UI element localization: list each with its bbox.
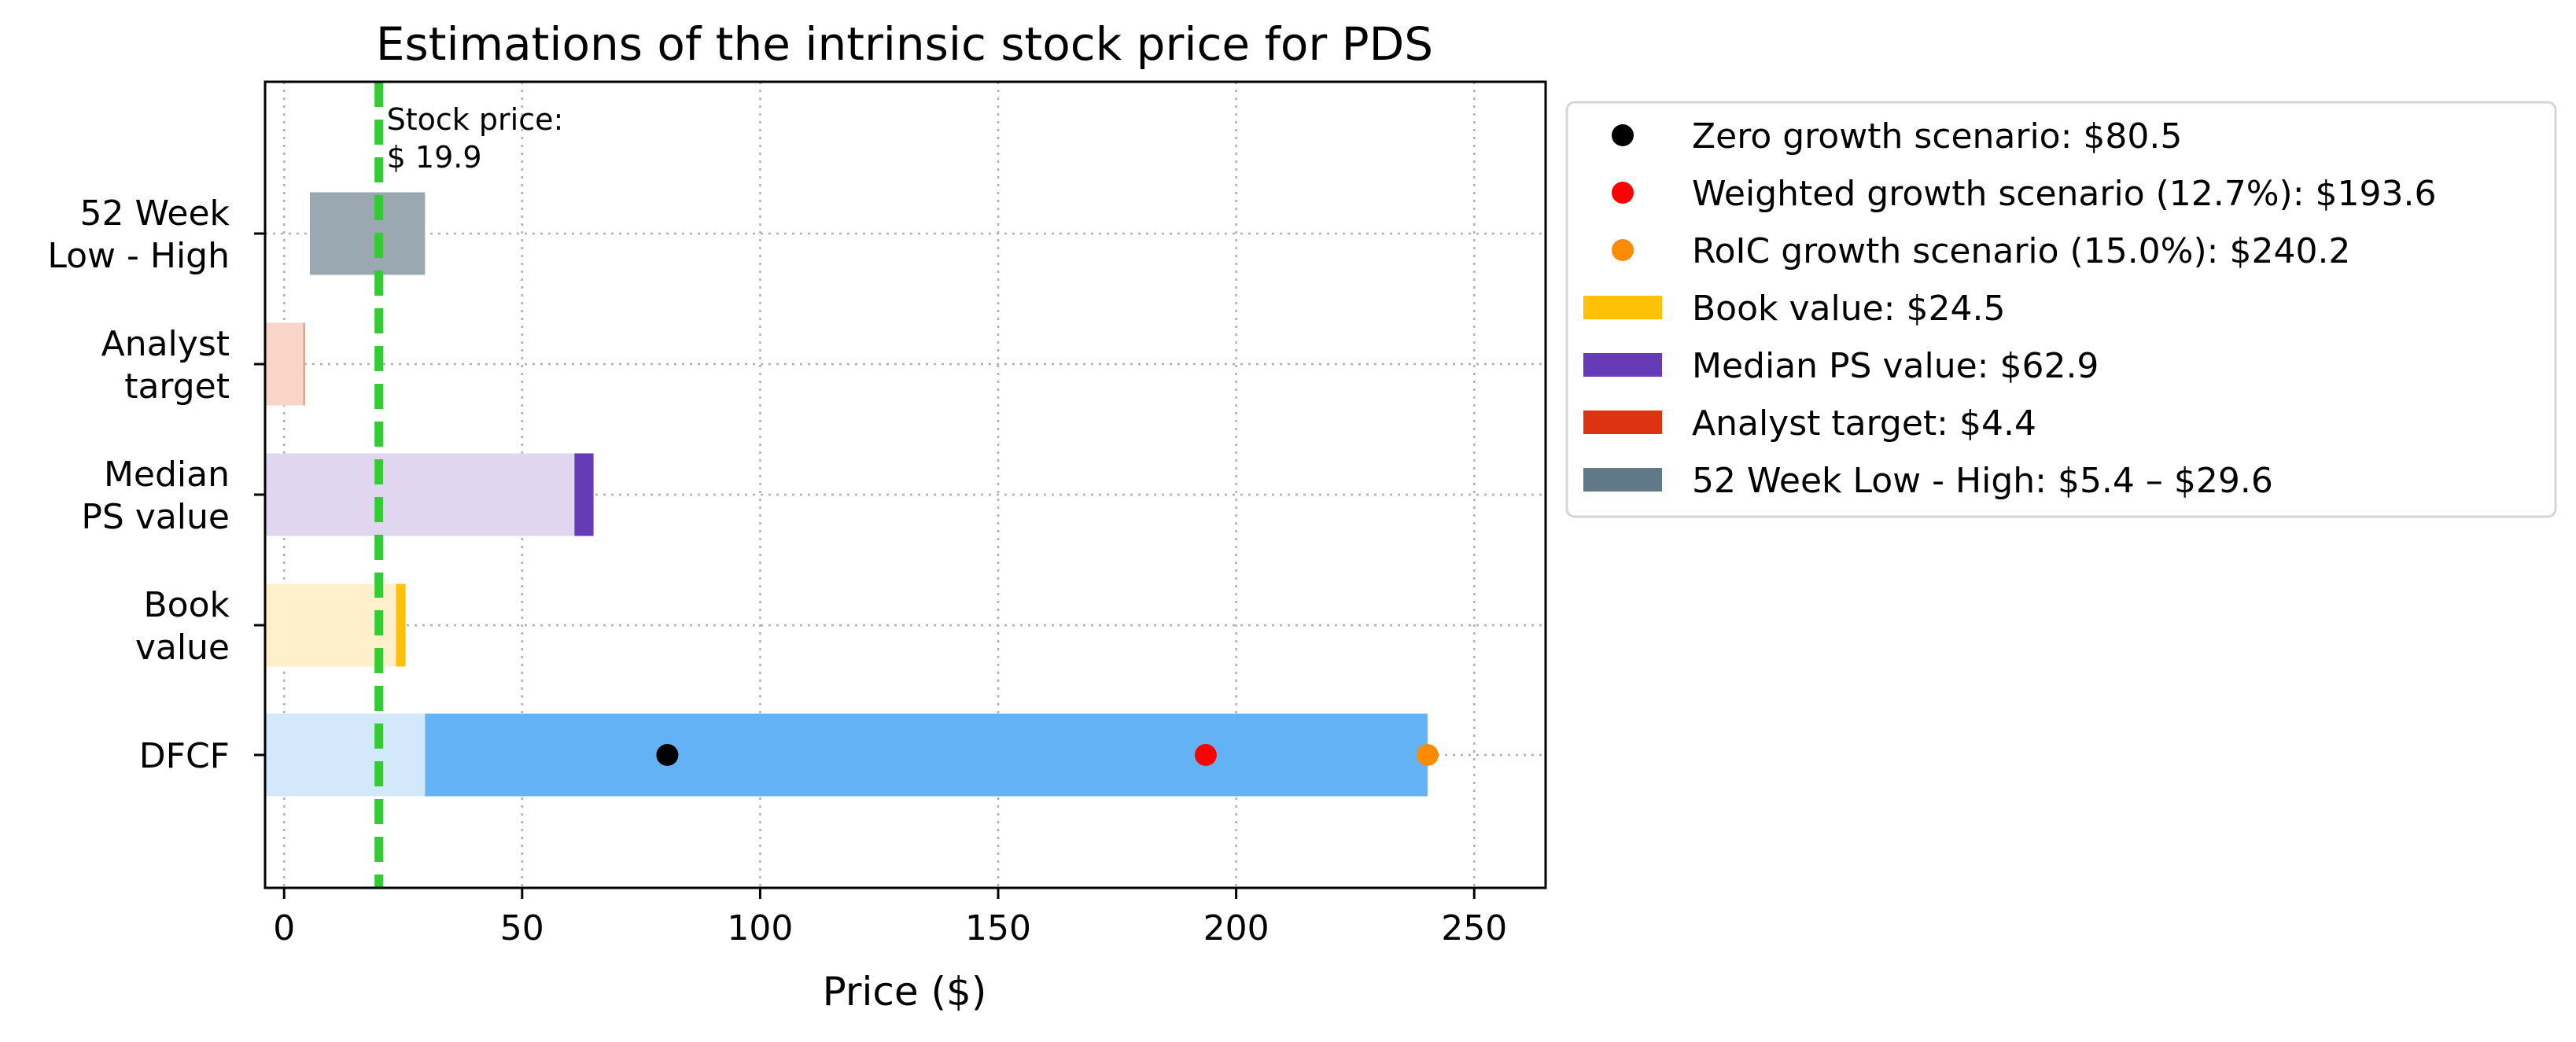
y-category-label: 52 Week — [79, 193, 230, 234]
bar-segment — [265, 713, 426, 797]
x-tick-label: 0 — [273, 908, 295, 948]
y-category-label: PS value — [81, 497, 230, 537]
bar-segment — [425, 713, 1428, 797]
y-category-label: value — [135, 628, 230, 668]
legend-dot-marker — [1612, 124, 1634, 146]
bar-segment — [309, 192, 426, 275]
legend-patch-marker — [1583, 353, 1662, 377]
stock-price-label: $ 19.9 — [387, 140, 482, 175]
plot-frame — [263, 80, 1547, 889]
scenario-point — [656, 744, 679, 766]
x-tick-label: 150 — [965, 908, 1031, 948]
x-tick-label: 50 — [500, 908, 544, 948]
chart-title: Estimations of the intrinsic stock price… — [376, 17, 1433, 71]
x-tick-label: 100 — [727, 908, 793, 948]
bars-layer — [265, 192, 1428, 797]
legend-label: Median PS value: $62.9 — [1692, 346, 2099, 386]
legend-patch-marker — [1583, 411, 1662, 434]
legend-patch-marker — [1583, 296, 1662, 319]
y-category-label: Analyst — [101, 324, 230, 364]
legend-dot-marker — [1612, 182, 1634, 204]
y-category-label: Median — [104, 455, 230, 495]
scenario-point — [1416, 744, 1439, 766]
x-tick-label: 250 — [1441, 908, 1507, 948]
y-category-label: Book — [143, 585, 230, 625]
legend-label: RoIC growth scenario (15.0%): $240.2 — [1692, 231, 2350, 271]
legend: Zero growth scenario: $80.5 Weighted grow… — [1565, 101, 2557, 518]
x-tick-label: 200 — [1203, 908, 1270, 948]
bar-segment — [265, 322, 305, 406]
points-layer — [656, 744, 1439, 766]
y-category-label: Low - High — [47, 236, 230, 276]
legend-label: Zero growth scenario: $80.5 — [1692, 116, 2182, 156]
y-category-label: target — [124, 366, 230, 407]
legend-patch-marker — [1583, 468, 1662, 492]
scenario-point — [1194, 744, 1217, 766]
legend-box — [1565, 101, 2557, 518]
x-axis: 0 50 100 150 200 250 — [273, 888, 1507, 948]
stock-price-label: Stock price: — [387, 102, 564, 137]
bar-segment — [265, 453, 584, 536]
x-axis-label: Price ($) — [823, 969, 987, 1014]
bar-segment — [303, 322, 305, 406]
y-category-label: DFCF — [139, 736, 230, 776]
bar-segment — [396, 584, 406, 667]
legend-dot-marker — [1612, 239, 1634, 261]
legend-label: 52 Week Low - High: $5.4 – $29.6 — [1692, 461, 2273, 501]
legend-label: Book value: $24.5 — [1692, 289, 2005, 329]
price-line-layer: Stock price:$ 19.9 — [374, 82, 564, 888]
bar-segment — [574, 453, 594, 536]
legend-label: Analyst target: $4.4 — [1692, 403, 2036, 444]
legend-label: Weighted growth scenario (12.7%): $193.6 — [1692, 174, 2437, 214]
